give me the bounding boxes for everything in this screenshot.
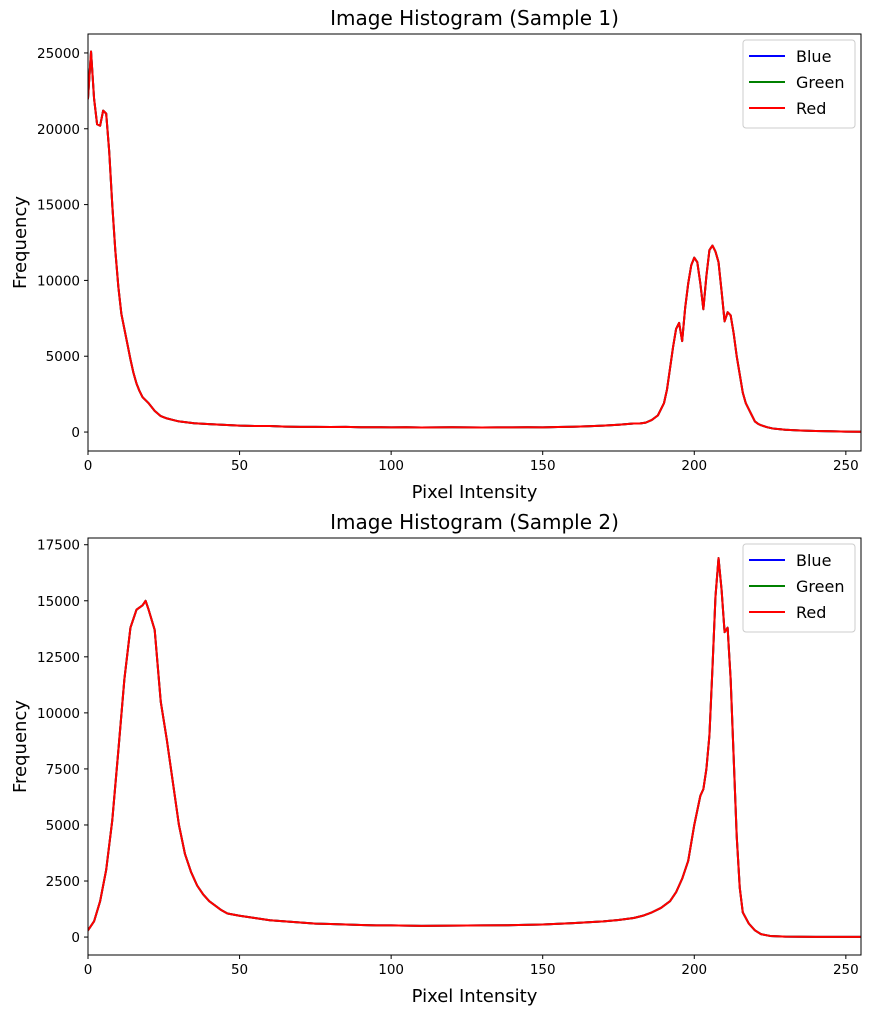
y-tick-label: 15000	[37, 594, 80, 610]
x-tick-label: 200	[681, 962, 707, 978]
x-tick-label: 50	[231, 458, 248, 474]
legend-label-red: Red	[796, 99, 826, 118]
y-tick-label: 5000	[46, 818, 80, 834]
plot-area	[88, 50, 861, 433]
y-tick-label: 25000	[37, 46, 80, 62]
y-tick-label: 20000	[37, 122, 80, 138]
series-line-red	[88, 50, 861, 433]
y-tick-label: 0	[71, 930, 80, 946]
x-tick-label: 250	[833, 458, 859, 474]
x-tick-label: 150	[530, 458, 556, 474]
x-tick-label: 100	[378, 458, 404, 474]
y-tick-label: 10000	[37, 273, 80, 289]
plot-area	[88, 557, 861, 938]
axes-frame	[87, 33, 862, 452]
legend-label-red: Red	[796, 603, 826, 622]
y-axis-label: Frequency	[10, 196, 31, 289]
x-tick-label: 0	[84, 962, 93, 978]
y-tick-label: 0	[71, 425, 80, 441]
y-tick-label: 5000	[46, 349, 80, 365]
chart-1: Image Histogram (Sample 1) 0 50 100 150 200 25…	[10, 6, 862, 503]
y-tick-label: 15000	[37, 198, 80, 214]
legend-box	[742, 543, 856, 633]
x-tick-label: 50	[231, 962, 248, 978]
legend-label-blue: Blue	[796, 551, 831, 570]
y-tick-label: 17500	[37, 538, 80, 554]
x-axis-label: Pixel Intensity	[412, 482, 538, 503]
series-line-red	[88, 557, 861, 938]
y-tick-label: 2500	[46, 874, 80, 890]
legend-label-green: Green	[796, 73, 844, 92]
x-tick-label: 200	[681, 458, 707, 474]
legend-label-blue: Blue	[796, 47, 831, 66]
y-axis-label: Frequency	[10, 700, 31, 793]
x-tick-label: 250	[833, 962, 859, 978]
chart-title: Image Histogram (Sample 2)	[330, 510, 619, 534]
y-tick-label: 7500	[46, 762, 80, 778]
axes-frame	[87, 537, 862, 956]
y-tick-label: 10000	[37, 706, 80, 722]
chart-title: Image Histogram (Sample 1)	[330, 6, 619, 30]
x-tick-label: 100	[378, 962, 404, 978]
x-tick-label: 150	[530, 962, 556, 978]
x-axis-label: Pixel Intensity	[412, 986, 538, 1007]
x-tick-label: 0	[84, 458, 93, 474]
legend-box	[742, 39, 856, 129]
chart-2: Image Histogram (Sample 2) 0 50 100 150 200 25…	[10, 510, 862, 1007]
legend: Blue Green Red	[742, 543, 856, 633]
legend: Blue Green Red	[742, 39, 856, 129]
legend-label-green: Green	[796, 577, 844, 596]
y-tick-label: 12500	[37, 650, 80, 666]
